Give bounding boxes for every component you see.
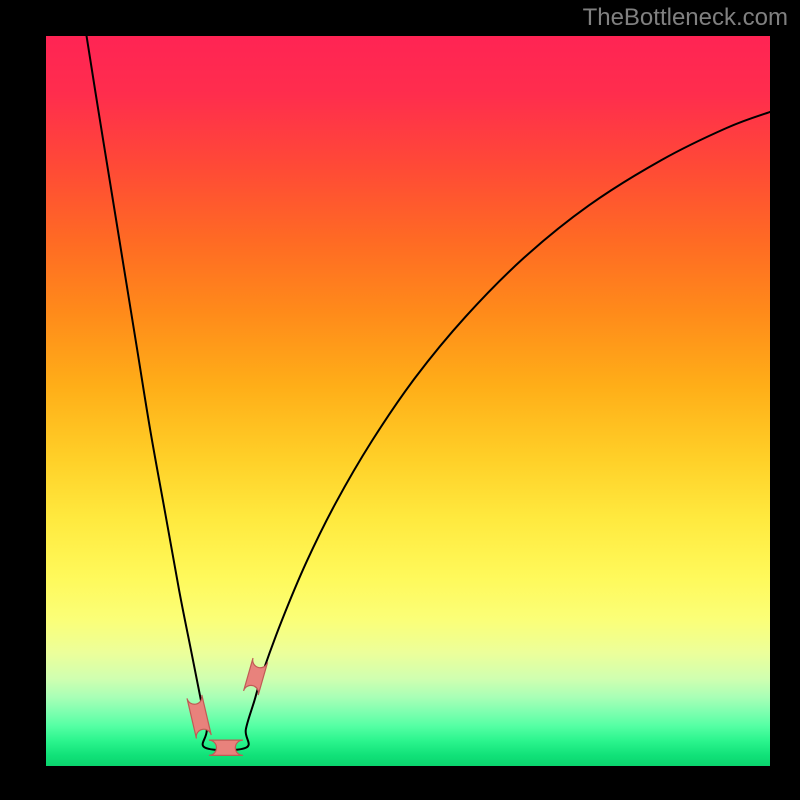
watermark-text: TheBottleneck.com <box>583 4 788 32</box>
plot-area <box>46 36 770 766</box>
figure-root: TheBottleneck.com <box>0 0 800 800</box>
bottleneck-chart <box>46 36 770 766</box>
gradient-background <box>46 36 770 766</box>
